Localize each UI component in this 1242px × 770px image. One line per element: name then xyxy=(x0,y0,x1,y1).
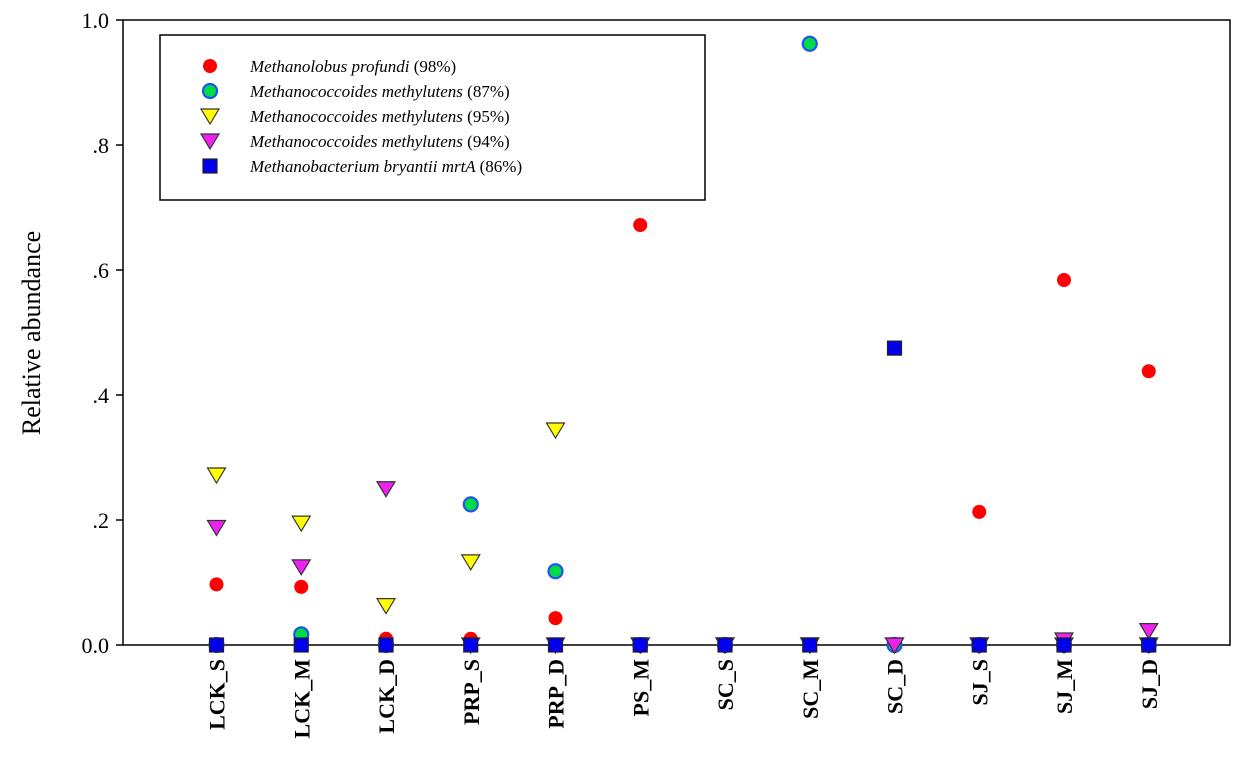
legend-label: Methanobacterium bryantii mrtA xyxy=(249,157,480,176)
series-1-point xyxy=(1057,273,1071,287)
legend-label: Methanolobus profundi xyxy=(249,57,414,76)
legend-marker-4 xyxy=(199,133,221,151)
x-tick-label: SJ_M xyxy=(1052,659,1077,714)
series-5-point xyxy=(1141,637,1157,653)
x-tick-label: PS_M xyxy=(628,659,653,717)
x-tick-label: LCK_M xyxy=(289,659,314,739)
legend-marker-2-shape xyxy=(201,82,219,100)
legend-percent: (86%) xyxy=(480,157,522,176)
y-tick-label: 1.0 xyxy=(82,8,110,33)
series-2-point xyxy=(462,496,479,513)
legend-box xyxy=(159,34,706,201)
data-points xyxy=(206,35,1159,655)
x-tick-label: PRP_S xyxy=(459,659,484,725)
x-axis: LCK_S LCK_M LCK_D PRP_S PRP_D PS_M SC_S SC_M SC_… xyxy=(205,645,1162,738)
y-tick-label: .2 xyxy=(93,508,110,533)
series-2-point xyxy=(547,563,564,580)
x-tick-label: SC_D xyxy=(883,659,908,714)
legend-percent: (95%) xyxy=(467,107,509,126)
plot-frame xyxy=(122,19,1231,646)
series-5-point xyxy=(632,637,648,653)
legend-entry-3: Methanococcoides methylutens (95%) xyxy=(249,107,510,126)
series-5-point xyxy=(886,340,903,356)
series-1-point xyxy=(548,611,563,626)
y-tick-label: 0.0 xyxy=(82,633,110,658)
series-1-point xyxy=(1141,364,1156,379)
series-3-point xyxy=(375,598,397,615)
series-5-point xyxy=(717,637,733,653)
series-2-point-shape xyxy=(462,496,479,513)
y-axis: 0.0 .2 .4 .6 .8 1.0 xyxy=(82,8,123,658)
y-tick-label: .4 xyxy=(93,383,110,408)
x-tick-label: SJ_S xyxy=(967,659,992,705)
series-1-point xyxy=(209,577,224,592)
x-tick-label: LCK_S xyxy=(205,659,230,730)
legend-entry-2: Methanococcoides methylutens (87%) xyxy=(249,82,510,101)
series-1-point xyxy=(972,504,987,519)
series-3-point xyxy=(206,467,227,485)
x-tick-label: PRP_D xyxy=(544,659,569,729)
x-tick-label: SJ_D xyxy=(1137,659,1162,709)
series-1-point xyxy=(294,579,309,594)
legend-label: Methanococcoides methylutens xyxy=(249,107,467,126)
y-axis-title: Relative abundance xyxy=(17,231,46,435)
legend-entry-5: Methanobacterium bryantii mrtA (86%) xyxy=(249,157,522,176)
series-5-point xyxy=(378,637,394,653)
series-5-point xyxy=(802,637,818,653)
legend-marker-2 xyxy=(201,82,219,100)
series-5-point xyxy=(1056,637,1072,653)
series-4-point xyxy=(375,481,397,498)
series-4-point xyxy=(206,519,227,537)
legend-entry-4: Methanococcoides methylutens (94%) xyxy=(249,132,510,151)
y-tick-label: .8 xyxy=(93,133,110,158)
legend-percent: (87%) xyxy=(467,82,509,101)
legend-marker-1 xyxy=(203,59,217,73)
legend-marker-3 xyxy=(199,108,221,126)
series-5-point xyxy=(971,637,987,653)
series-1-point xyxy=(633,218,648,232)
series-2-point xyxy=(801,35,818,52)
series-5-point xyxy=(547,637,564,653)
series-5-point xyxy=(463,637,479,653)
series-4-point xyxy=(1138,623,1159,640)
legend-percent: (98%) xyxy=(414,57,456,76)
series-5-point xyxy=(208,637,225,653)
series-3-point xyxy=(460,554,481,572)
series-4-point xyxy=(291,559,312,577)
legend-label: Methanococcoides methylutens xyxy=(249,82,467,101)
x-tick-label: LCK_D xyxy=(374,659,399,734)
legend-marker-5 xyxy=(202,158,218,174)
x-tick-label: SC_M xyxy=(798,659,823,719)
series-3-point xyxy=(545,422,566,440)
x-tick-label: SC_S xyxy=(713,659,738,710)
series-2-point-shape xyxy=(801,35,818,52)
legend-entry-1: Methanolobus profundi (98%) xyxy=(249,57,456,76)
series-5-point xyxy=(293,637,309,653)
legend-label: Methanococcoides methylutens xyxy=(249,132,467,151)
y-tick-label: .6 xyxy=(93,258,110,283)
series-4-point xyxy=(884,637,905,655)
legend-percent: (94%) xyxy=(467,132,509,151)
legend: Methanolobus profundi (98%) Methanococcoi… xyxy=(159,34,706,201)
series-2-point-shape xyxy=(547,563,564,580)
series-3-point xyxy=(291,515,312,533)
